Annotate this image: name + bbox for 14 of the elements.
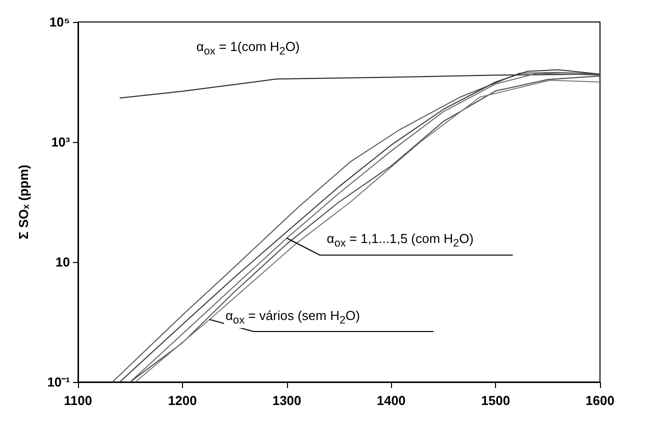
x-tick-label: 1100 [64,393,92,408]
annotation: α$_{ox}$ = 1(com H$_{2}$O) [194,39,302,60]
x-tick-label: 1600 [586,393,614,408]
x-tick-label: 1200 [168,393,197,408]
y-tick-label: 10³ [51,134,71,150]
x-tick-label: 1500 [481,393,510,408]
y-axis-title: Σ SOₓ (ppm) [16,164,31,240]
x-tick-label: 1300 [272,393,302,408]
y-tick-label: 10⁻¹ [47,374,70,390]
y-tick-label: 10 [56,254,70,270]
x-tick-label: 1400 [376,393,406,408]
annotation: α$_{ox}$ = vários (sem H$_{2}$O) [224,308,362,328]
annotation: α$_{ox}$ = 1,1...1,5 (com H$_{2}$O) [324,231,476,252]
y-tick-label: 10⁵ [49,14,70,30]
